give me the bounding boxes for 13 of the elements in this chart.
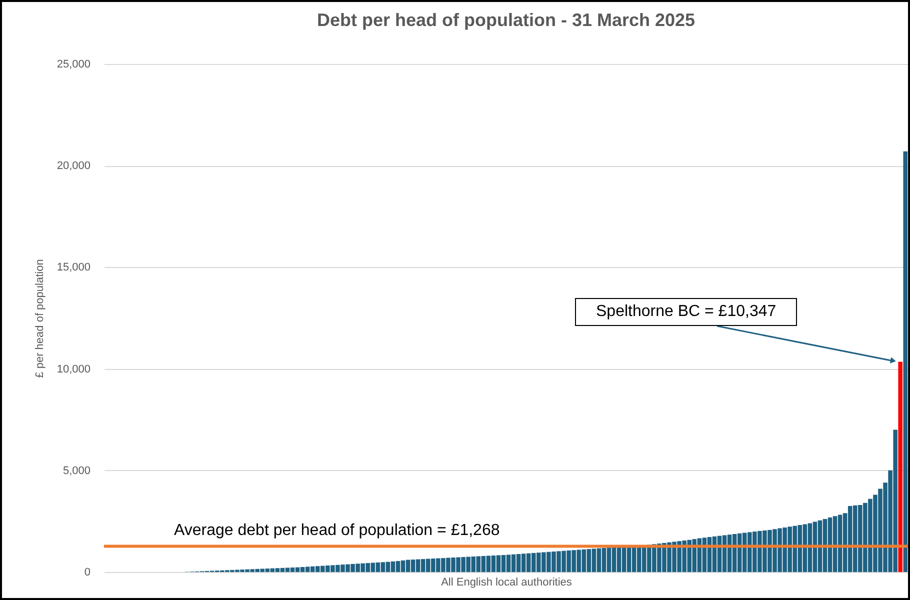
y-tick-label: 25,000 — [56, 58, 90, 70]
chart-title: Debt per head of population - 31 March 2025 — [316, 10, 696, 30]
bar — [903, 151, 908, 572]
y-tick-label: 15,000 — [56, 262, 90, 274]
y-axis-title: £ per head of population — [34, 259, 46, 378]
x-axis-title: All English local authorities — [441, 576, 572, 588]
bar — [898, 362, 902, 572]
ref-line-label: Average debt per head of population = £1,268 — [174, 522, 500, 540]
annotation: Spelthorne BC = £10,347 — [575, 298, 798, 326]
y-tick-label: 10,000 — [56, 363, 90, 376]
y-tick-label: 5,000 — [62, 464, 90, 477]
y-tick-label: 20,000 — [56, 160, 90, 172]
y-tick-label: 0 — [84, 566, 90, 578]
